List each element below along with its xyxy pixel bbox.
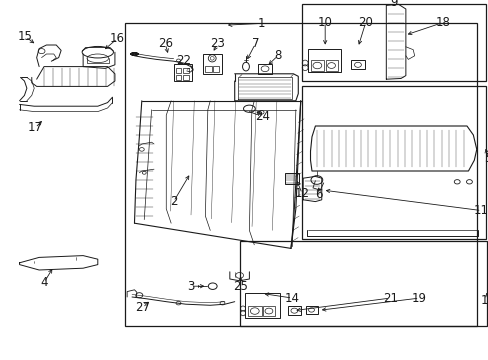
- Bar: [258, 64, 271, 74]
- Text: 20: 20: [358, 16, 372, 29]
- Bar: [124, 23, 476, 326]
- Bar: [239, 241, 486, 326]
- Text: 10: 10: [317, 16, 332, 29]
- Text: 1: 1: [257, 17, 265, 30]
- Bar: [183, 75, 189, 80]
- Text: 13: 13: [480, 294, 488, 307]
- Text: 26: 26: [158, 37, 172, 50]
- Bar: [247, 306, 261, 316]
- Text: 3: 3: [186, 280, 194, 293]
- Bar: [287, 306, 301, 315]
- Text: 24: 24: [255, 111, 270, 123]
- Bar: [175, 75, 181, 80]
- Text: 18: 18: [435, 16, 450, 29]
- Bar: [245, 293, 279, 318]
- Bar: [212, 66, 218, 72]
- Bar: [305, 306, 317, 314]
- Text: 15: 15: [18, 30, 33, 43]
- Text: 23: 23: [210, 37, 224, 50]
- Bar: [183, 68, 189, 73]
- Bar: [204, 66, 211, 72]
- Text: 4: 4: [40, 276, 48, 289]
- Bar: [175, 68, 181, 73]
- Text: 2: 2: [169, 195, 177, 208]
- Text: 8: 8: [273, 49, 281, 62]
- Bar: [302, 4, 485, 81]
- Bar: [203, 54, 221, 74]
- Text: 14: 14: [285, 292, 299, 305]
- Bar: [307, 49, 341, 72]
- Bar: [310, 60, 324, 71]
- Bar: [284, 173, 299, 184]
- Bar: [173, 64, 192, 81]
- Text: 17: 17: [28, 121, 42, 134]
- Text: 22: 22: [176, 54, 190, 67]
- Text: 9: 9: [389, 0, 397, 9]
- Text: 25: 25: [233, 280, 247, 293]
- Text: 11: 11: [473, 204, 488, 217]
- Text: 16: 16: [110, 32, 124, 45]
- Text: 5: 5: [483, 152, 488, 165]
- Text: 12: 12: [294, 187, 309, 200]
- Text: 7: 7: [251, 37, 259, 50]
- Bar: [302, 86, 485, 239]
- Text: 19: 19: [411, 292, 426, 305]
- Bar: [350, 60, 364, 69]
- Text: 27: 27: [135, 301, 150, 314]
- Text: 6: 6: [314, 188, 322, 201]
- Text: 21: 21: [382, 292, 397, 305]
- Bar: [263, 306, 275, 316]
- Bar: [325, 60, 337, 71]
